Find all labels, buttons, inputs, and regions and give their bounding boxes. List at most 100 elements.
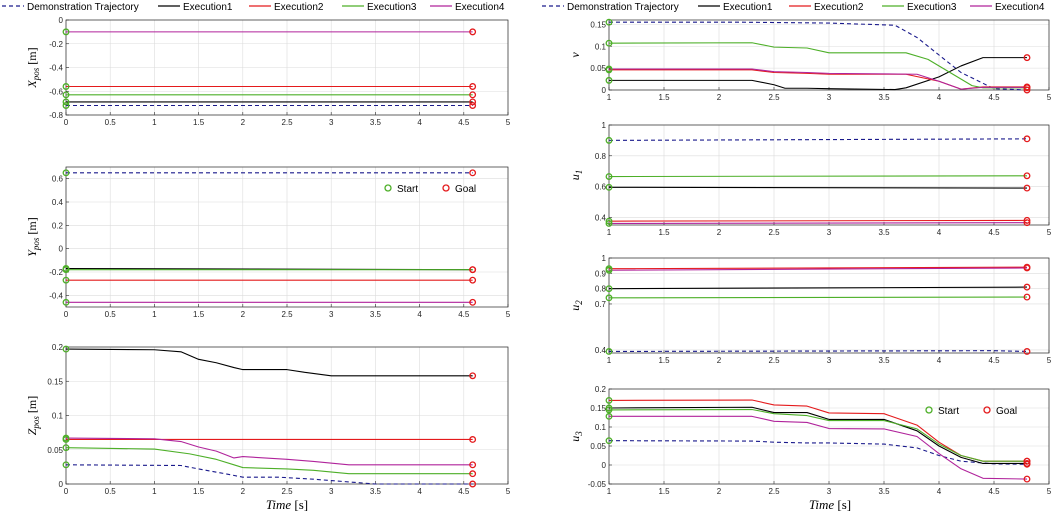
x-axis-label-0: Time [s] [266, 497, 308, 512]
legend-label-3: Execution3 [367, 2, 417, 13]
x-tick-label: 0.5 [105, 487, 117, 496]
y-label-main: X [25, 80, 39, 89]
x-tick-label: 1.5 [658, 356, 670, 365]
axes-frame [65, 19, 509, 116]
x-tick-label: 3.5 [878, 93, 890, 102]
y-tick-label: 0.05 [47, 446, 63, 455]
y-label-main: Y [25, 249, 39, 257]
start-marker [605, 412, 613, 420]
x-tick-label: 2 [241, 487, 246, 496]
start-marker [605, 266, 613, 274]
x-tick-label: 4 [417, 310, 422, 319]
x-tick-label: 4 [417, 118, 422, 127]
series-line-4 [66, 437, 473, 466]
subplot-5: 1 1.5 2 2.5 3 3.5 4 4.5 510.90.80.70.4u2 [568, 254, 1052, 365]
marker-legend-symbol-1 [442, 184, 450, 192]
x-tick-label: 2.5 [281, 310, 293, 319]
x-tick-label: 3.5 [878, 228, 890, 237]
x-tick-label: 2 [717, 487, 722, 496]
goal-marker [469, 266, 477, 274]
series-line-3 [66, 447, 473, 475]
y-axis-label: u2 [568, 300, 584, 311]
subplot-0: 0 0.5 1 1.5 2 2.5 3 3.5 4 4.5 5 0 -0.2 -0.4 -0.6 -0.8 Xp… [25, 16, 511, 127]
x-tick-label: 3.5 [370, 310, 382, 319]
y-label-sub: 1 [574, 170, 584, 175]
y-tick-label: 0.2 [595, 385, 607, 394]
x-tick-label: 5 [1047, 487, 1052, 496]
subplot-2: 0 0.5 1 1.5 2 2.5 3 3.5 4 4.5 5 0.2 0.15 0.1 0.05 0 Zpos… [25, 343, 511, 496]
x-tick-label: 4 [937, 356, 942, 365]
y-tick-label: 1 [602, 254, 607, 263]
y-tick-label: 0.4 [595, 346, 607, 355]
y-tick-label: -0.2 [49, 40, 63, 49]
series-group [609, 399, 1028, 480]
goal-marker [1023, 457, 1031, 465]
y-tick-label: 0 [59, 16, 64, 25]
series-line-1 [609, 286, 1028, 290]
goal-marker [1023, 135, 1031, 143]
start-marker [605, 136, 613, 144]
x-tick-label: 0 [64, 487, 69, 496]
series-group [609, 266, 1028, 353]
y-axis-label: Ypos [m] [25, 217, 41, 257]
x-tick-label: 0.5 [105, 310, 117, 319]
x-tick-label: 0.5 [105, 118, 117, 127]
x-tick-label: 3 [827, 228, 832, 237]
series-line-0 [609, 440, 1028, 465]
y-tick-label: 0.2 [52, 343, 64, 352]
y-tick-label: 0.1 [52, 412, 64, 421]
y-label-sub: 2 [574, 300, 584, 305]
y-tick-label: -0.6 [49, 87, 63, 96]
y-tick-label: 0.05 [590, 442, 606, 451]
y-tick-label: 0.15 [590, 20, 606, 29]
x-axis-label-1: Time [s] [809, 497, 851, 512]
start-marker [62, 345, 70, 353]
y-tick-label: 0 [602, 86, 607, 95]
x-tick-label: 4.5 [988, 93, 1000, 102]
x-tick-label: 4.5 [458, 118, 470, 127]
series-line-3 [609, 296, 1028, 299]
start-marker [62, 461, 70, 469]
goal-marker [1023, 293, 1031, 301]
y-tick-label: -0.05 [588, 480, 607, 489]
x-tick-label: 1 [607, 93, 612, 102]
y-tick-label: 0.4 [52, 198, 64, 207]
x-tick-label: 3.5 [370, 118, 382, 127]
x-tick-label: 5 [1047, 228, 1052, 237]
y-tick-label: 0.15 [47, 377, 63, 386]
x-tick-label: 2.5 [768, 356, 780, 365]
start-marker [62, 276, 70, 284]
goal-marker [469, 169, 477, 177]
y-tick-label: 0 [59, 245, 64, 254]
x-tick-label: 3 [329, 310, 334, 319]
x-tick-label: 1 [607, 487, 612, 496]
x-tick-label: 3.5 [370, 487, 382, 496]
start-marker [605, 294, 613, 302]
x-tick-label: 2 [717, 356, 722, 365]
series-line-3 [609, 175, 1028, 178]
y-label-sub: pos [31, 67, 41, 81]
marker-legend-label-1: Goal [996, 406, 1017, 417]
goal-marker [469, 91, 477, 99]
series-line-4 [609, 267, 1028, 271]
axes-frame [65, 346, 509, 485]
x-tick-label: 2 [241, 310, 246, 319]
series-line-2 [609, 219, 1028, 222]
series-line-4 [609, 222, 1028, 225]
y-label-unit: [m] [25, 217, 39, 237]
start-marker [605, 285, 613, 293]
y-tick-label: 0.1 [595, 42, 607, 51]
x-label-var: Time [809, 497, 835, 512]
x-tick-label: 3 [827, 93, 832, 102]
start-marker [605, 217, 613, 225]
y-tick-label: -0.2 [49, 268, 63, 277]
x-tick-label: 3.5 [878, 356, 890, 365]
series-line-0 [609, 138, 1028, 141]
start-marker [605, 65, 613, 73]
start-marker [62, 169, 70, 177]
series-line-1 [609, 57, 1027, 91]
y-tick-label: 0 [59, 480, 64, 489]
y-label-unit: [m] [25, 47, 39, 67]
goal-marker [469, 372, 477, 380]
